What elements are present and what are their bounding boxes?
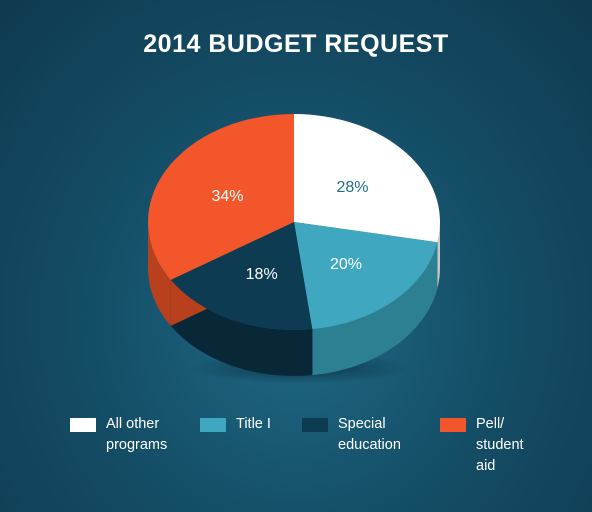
legend-swatch bbox=[200, 418, 226, 432]
pie-slice-label: 18% bbox=[246, 266, 278, 283]
legend-swatch bbox=[70, 418, 96, 432]
pie-slice-label: 28% bbox=[336, 179, 368, 196]
legend: All other programs Title I Special educa… bbox=[70, 414, 570, 494]
legend-label: Title I bbox=[236, 416, 271, 432]
legend-item: Pell/ student aid bbox=[440, 414, 524, 477]
pie-slice-side bbox=[437, 222, 440, 289]
legend-item: Special education bbox=[302, 414, 401, 456]
legend-item: Title I bbox=[200, 414, 271, 435]
chart-title: 2014 BUDGET REQUEST bbox=[143, 30, 449, 58]
pie-chart: 28% 20% 18% 34% bbox=[147, 114, 440, 384]
pie-slice-side bbox=[170, 279, 313, 376]
pie-slice-label: 20% bbox=[330, 256, 362, 273]
legend-item: All other programs bbox=[70, 414, 167, 456]
pie-slice-label: 34% bbox=[211, 188, 243, 205]
legend-label: All other programs bbox=[106, 416, 168, 453]
pie-slice bbox=[147, 114, 294, 280]
pie-slice bbox=[294, 114, 440, 243]
legend-label: Special education bbox=[338, 416, 401, 453]
pie-slice bbox=[170, 222, 313, 330]
pie-slice-side bbox=[312, 242, 438, 376]
pie-slice-side bbox=[148, 222, 171, 326]
legend-swatch bbox=[440, 418, 466, 432]
pie-slice bbox=[294, 222, 438, 330]
legend-label: Pell/ student aid bbox=[476, 416, 524, 474]
legend-swatch bbox=[302, 418, 328, 432]
